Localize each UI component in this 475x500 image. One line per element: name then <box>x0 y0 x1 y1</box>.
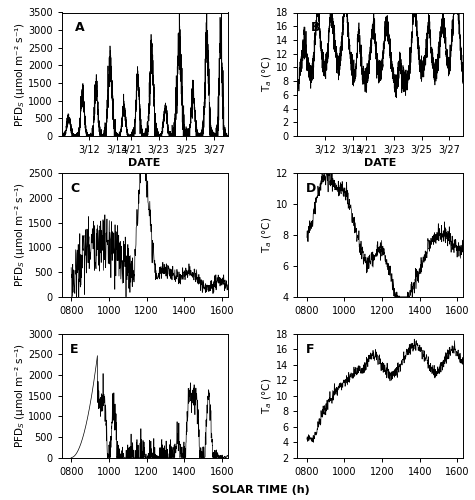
Y-axis label: PFD$_S$ (μmol m⁻² s⁻¹): PFD$_S$ (μmol m⁻² s⁻¹) <box>12 182 27 288</box>
Text: SOLAR TIME (h): SOLAR TIME (h) <box>212 485 310 495</box>
X-axis label: DATE: DATE <box>364 158 396 168</box>
Y-axis label: T$_a$ (°C): T$_a$ (°C) <box>261 378 275 414</box>
Y-axis label: T$_a$ (°C): T$_a$ (°C) <box>261 56 275 92</box>
Text: F: F <box>305 342 314 355</box>
X-axis label: DATE: DATE <box>129 158 161 168</box>
Text: E: E <box>70 342 78 355</box>
Text: A: A <box>75 21 85 34</box>
Y-axis label: T$_a$ (°C): T$_a$ (°C) <box>261 217 275 253</box>
Y-axis label: PFD$_S$ (μmol m⁻² s⁻¹): PFD$_S$ (μmol m⁻² s⁻¹) <box>12 22 27 127</box>
Text: B: B <box>311 21 320 34</box>
Y-axis label: PFD$_S$ (μmol m⁻² s⁻¹): PFD$_S$ (μmol m⁻² s⁻¹) <box>12 343 27 448</box>
Text: C: C <box>70 182 79 195</box>
Text: D: D <box>305 182 316 195</box>
